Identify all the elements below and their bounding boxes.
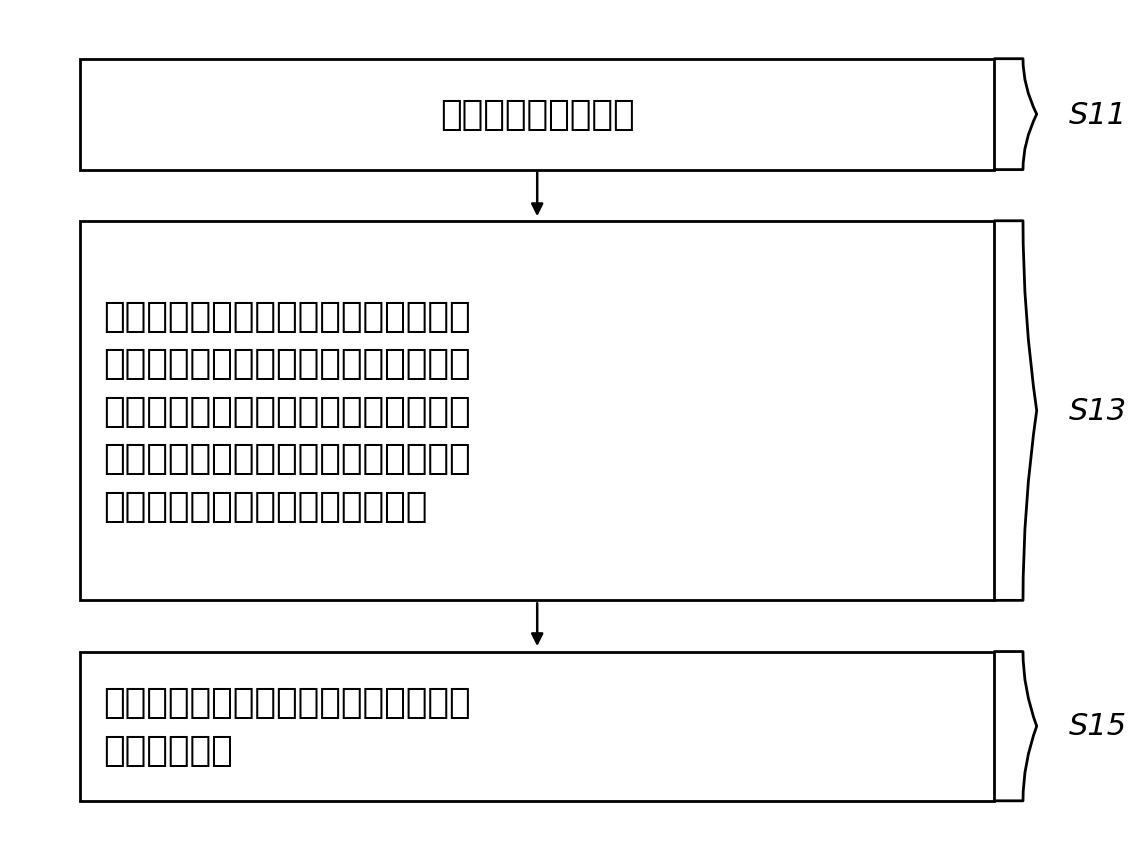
Bar bbox=[80, 222, 994, 601]
Text: S13: S13 bbox=[1069, 396, 1127, 425]
Text: S11: S11 bbox=[1069, 101, 1127, 130]
Text: S15: S15 bbox=[1069, 711, 1127, 740]
Bar bbox=[80, 652, 994, 801]
Text: 根据所述目标组图像输出控制参数进行
配置参数更新: 根据所述目标组图像输出控制参数进行 配置参数更新 bbox=[103, 686, 471, 767]
Bar bbox=[80, 60, 994, 170]
Text: 根据所述场频信息查询内部遍历表，得
到与所述场频信息相对应的目标组图像
输出控制参数，其中所述内部遍历表包
含多个场频信息和与所述多个场频信息
分别对应的多组图: 根据所述场频信息查询内部遍历表，得 到与所述场频信息相对应的目标组图像 输出控制… bbox=[103, 299, 471, 523]
Text: 接收输入的场频信息: 接收输入的场频信息 bbox=[440, 98, 634, 132]
